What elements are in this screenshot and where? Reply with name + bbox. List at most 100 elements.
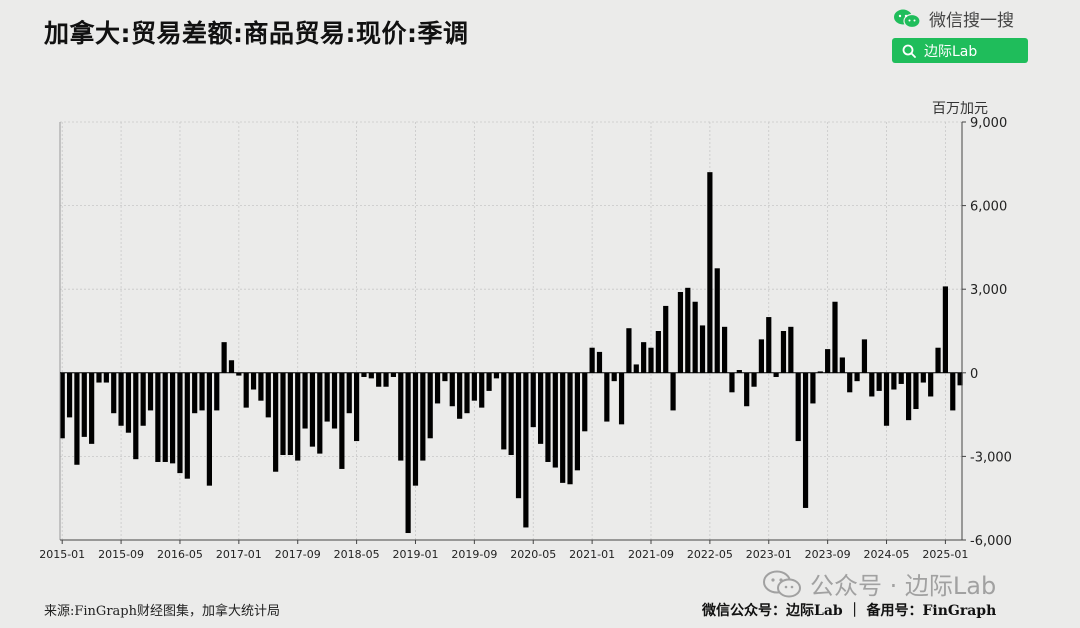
bar [331,372,338,429]
search-icon [902,44,916,58]
bar [118,372,124,426]
bar [589,347,595,373]
y-tick-label: -6,000 [970,534,1012,549]
bar [722,326,728,373]
bar [346,372,352,414]
bar [707,172,713,373]
bar [199,372,205,411]
bar [368,372,374,379]
bar [891,372,897,390]
bar [928,372,934,397]
y-axis-unit-label: 百万加元 [932,101,988,117]
wechat-search-brand: 微信搜一搜 [893,6,1014,31]
bar [508,372,514,456]
bar [390,372,396,377]
search-button[interactable]: 边际Lab [892,38,1028,63]
bar [766,317,772,373]
bar [111,372,117,414]
bar [479,372,485,408]
x-tick-label: 2019-01 [392,548,438,561]
bar [133,372,139,460]
bar [66,372,73,418]
bar [339,372,345,469]
bar [883,372,890,426]
bar [295,372,301,461]
bar [155,372,161,462]
bar [383,372,389,387]
x-tick-label: 2017-01 [216,548,262,561]
bar [626,328,632,373]
bar [317,372,323,454]
bar [89,372,95,444]
bar [398,372,404,461]
bar [913,372,919,410]
footer-account-info: 微信公众号：边际Lab ｜ 备用号：FinGraph [702,603,997,619]
bar [641,342,647,373]
bar [361,372,367,377]
bar [604,372,610,422]
bar [832,301,838,373]
bar [177,372,183,474]
bar [906,372,912,421]
x-tick-label: 2021-09 [628,548,674,561]
bar [869,372,875,397]
y-tick-label: 9,000 [970,116,1007,131]
bar [942,286,948,373]
bar [876,372,882,391]
bar [74,372,80,465]
bar [795,372,801,442]
bar [633,364,639,373]
bar [354,372,360,442]
x-tick-label: 2015-01 [39,548,85,561]
x-tick-label: 2019-09 [451,548,497,561]
bar [773,372,779,377]
x-tick-label: 2021-01 [569,548,615,561]
wechat-icon [894,9,921,28]
bar [162,372,168,462]
watermark-label: 公众号 · 边际Lab [810,572,997,600]
bar [147,372,154,411]
bar [243,372,249,408]
bar [538,372,544,444]
bar [618,372,625,425]
bar [957,372,963,386]
bar [103,372,109,383]
search-button-label: 边际Lab [924,43,978,60]
bar [192,372,198,414]
bar [560,372,566,483]
x-tick-label: 2016-05 [157,548,203,561]
bar [236,372,242,376]
bar [736,370,742,373]
bar [206,372,212,486]
bar [802,372,809,508]
bar [265,372,271,418]
search-brand-label: 微信搜一搜 [929,11,1014,31]
bar [184,372,190,479]
y-tick-label: -3,000 [970,450,1012,465]
bar [611,372,617,382]
bar [59,372,65,439]
y-tick-label: 0 [970,367,978,382]
bar [950,372,956,411]
bar [810,372,816,404]
bar [582,372,588,432]
bar [515,372,522,499]
bar [501,372,507,450]
bar [552,372,558,468]
bar [670,372,676,411]
wechat-watermark-icon [763,570,801,597]
bar [258,372,264,401]
bar [427,372,433,439]
x-tick-label: 2023-01 [746,548,792,561]
bar [405,372,411,534]
bar [854,372,860,382]
bar [839,357,845,373]
page-title: 加拿大:贸易差额:商品贸易:现价:季调 [44,19,469,48]
bar [412,372,419,486]
bar [170,372,176,464]
bar [493,372,500,379]
bar [324,372,330,422]
bar [648,347,654,373]
bar [81,372,87,437]
y-tick-label: 6,000 [970,200,1007,215]
